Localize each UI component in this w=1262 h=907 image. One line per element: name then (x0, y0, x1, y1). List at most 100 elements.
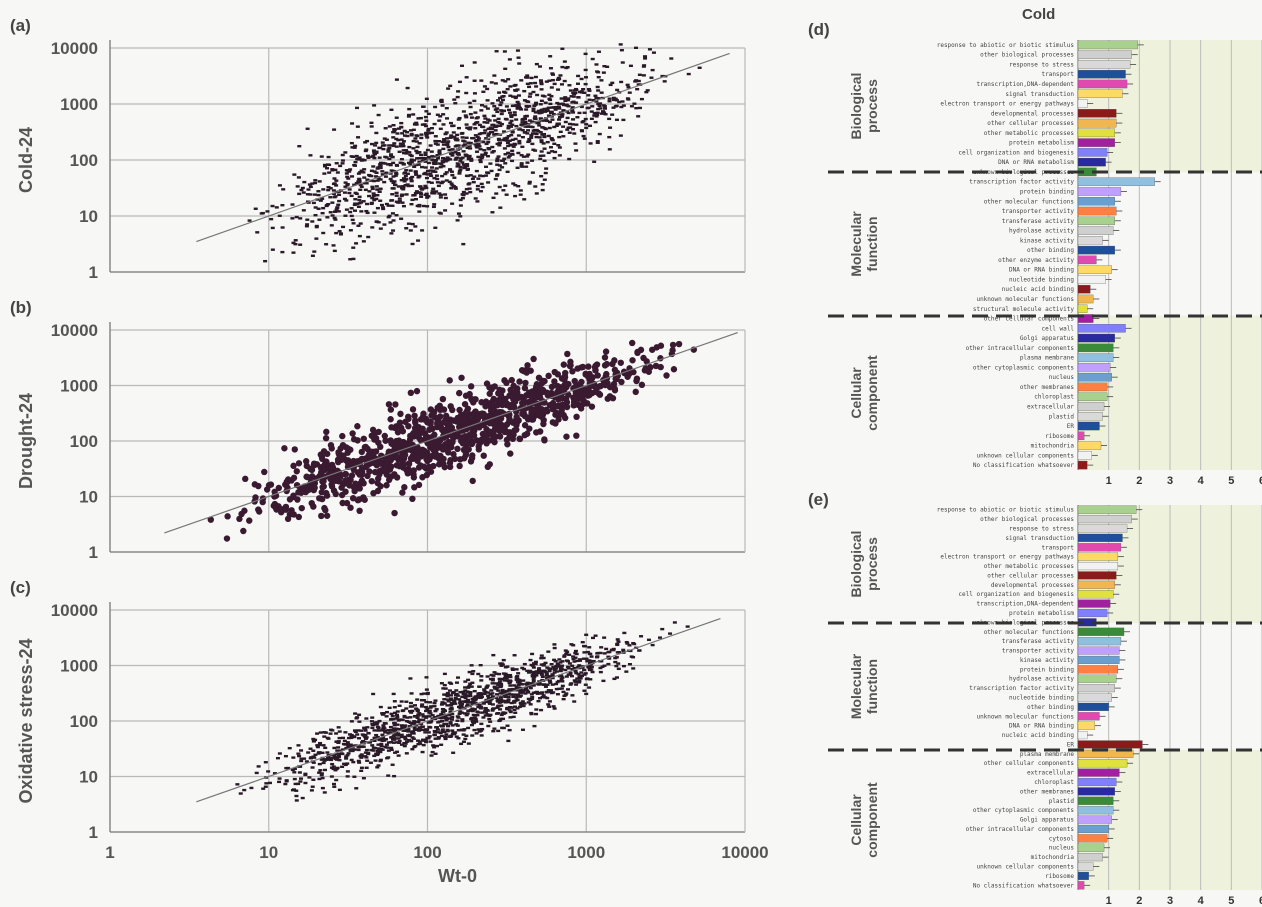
scatter-point (370, 155, 375, 158)
scatter-point (428, 726, 433, 729)
scatter-point (441, 143, 446, 146)
scatter-point (601, 104, 606, 107)
scatter-point (533, 75, 538, 79)
scatter-point (356, 507, 363, 515)
scatter-point (509, 115, 514, 119)
scatter-point (450, 691, 455, 695)
scatter-point (476, 155, 481, 159)
scatter-point (354, 181, 359, 185)
scatter-point (488, 720, 493, 723)
scatter-point (346, 736, 351, 740)
scatter-point (477, 703, 482, 707)
scatter-point (556, 665, 561, 668)
scatter-point (527, 105, 532, 108)
scatter-point (437, 192, 442, 195)
scatter-point (499, 698, 504, 702)
scatter-point (657, 342, 665, 349)
scatter-point (532, 384, 540, 391)
scatter-point (429, 126, 434, 130)
scatter-point (310, 766, 315, 769)
scatter-point (438, 731, 443, 735)
scatter-point (397, 704, 402, 707)
scatter-point (345, 741, 350, 744)
scatter-point (420, 229, 425, 232)
bar (1077, 382, 1108, 392)
x-tick-label: 1000 (567, 843, 605, 862)
bar (1077, 236, 1103, 245)
scatter-point (447, 180, 452, 184)
scatter-point (411, 128, 416, 131)
scatter-point (442, 683, 447, 687)
scatter-point (431, 170, 436, 173)
scatter-point (449, 134, 454, 137)
scatter-point (467, 670, 472, 674)
scatter-point (410, 731, 415, 735)
scatter-point (322, 791, 327, 794)
scatter-point (427, 720, 432, 724)
scatter-point (583, 645, 588, 648)
scatter-point (325, 167, 330, 170)
scatter-point (382, 137, 387, 140)
bar (1077, 187, 1122, 196)
scatter-point (390, 763, 395, 766)
scatter-point (588, 663, 593, 666)
scatter-point (344, 746, 349, 750)
scatter-point (468, 147, 473, 150)
scatter-point (498, 708, 503, 711)
scatter-point (535, 374, 543, 382)
scatter-point (596, 75, 601, 79)
scatter-point (299, 188, 304, 192)
scatter-point (431, 205, 436, 209)
scatter-point (386, 148, 391, 151)
scatter-point (462, 392, 470, 399)
scatter-point (345, 770, 350, 773)
category-label: response to stress (1009, 61, 1074, 68)
scatter-point (246, 517, 253, 524)
scatter-point (466, 678, 471, 682)
scatter-point (242, 788, 247, 792)
scatter-point (299, 749, 304, 752)
scatter-point (598, 666, 603, 670)
bar (1077, 590, 1114, 599)
scatter-point (432, 705, 437, 708)
scatter-point (573, 432, 580, 439)
scatter-point (297, 144, 302, 148)
scatter-point (516, 134, 521, 137)
scatter-point (566, 660, 571, 663)
scatter-point (432, 162, 437, 166)
scatter-point (542, 159, 547, 162)
scatter-point (445, 717, 450, 721)
scatter-point (359, 159, 364, 162)
scatter-point (441, 123, 446, 126)
scatter-point (528, 686, 533, 690)
scatter-point (434, 174, 439, 177)
scatter-point (384, 738, 389, 741)
scatter-point (348, 258, 353, 261)
scatter-point (627, 644, 632, 647)
scatter-point (598, 107, 603, 110)
scatter-point (492, 671, 497, 674)
scatter-point (545, 107, 550, 111)
y-tick-label: 10000 (51, 321, 98, 340)
scatter-point (426, 129, 431, 132)
scatter-point (479, 722, 484, 726)
scatter-point (445, 728, 450, 732)
scatter-point (519, 162, 524, 165)
scatter-point (354, 437, 361, 444)
scatter-point (485, 412, 493, 420)
scatter-point (565, 116, 570, 120)
scatter-point (560, 65, 565, 69)
scatter-point (554, 670, 559, 673)
scatter-point (420, 725, 425, 728)
scatter-point (530, 652, 535, 656)
scatter-point (548, 102, 553, 106)
scatter-point (386, 729, 391, 732)
scatter-point (410, 242, 415, 246)
scatter-point (510, 689, 515, 692)
scatter-point (321, 188, 326, 191)
scatter-point (588, 403, 596, 410)
scatter-point (357, 713, 362, 716)
scatter-point (551, 112, 556, 116)
scatter-point (515, 49, 520, 52)
scatter-point (417, 142, 422, 145)
